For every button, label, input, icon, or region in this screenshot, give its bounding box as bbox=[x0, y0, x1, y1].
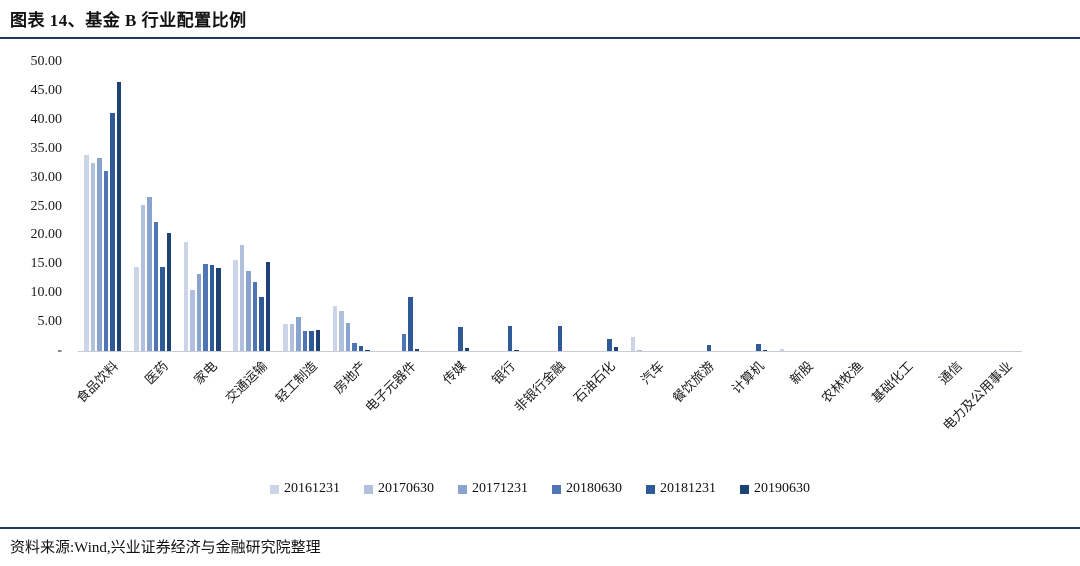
bar-20171231 bbox=[196, 273, 202, 351]
bar-20170630 bbox=[140, 205, 146, 351]
bar-20190630 bbox=[216, 268, 221, 351]
source-note: 资料来源:Wind,兴业证券经济与金融研究院整理 bbox=[10, 540, 321, 556]
bar-20170630 bbox=[339, 311, 344, 351]
bar-20161231 bbox=[283, 323, 288, 351]
bar-20161231 bbox=[332, 305, 338, 351]
legend-label: 20180630 bbox=[566, 481, 622, 496]
bar-20190630 bbox=[365, 349, 370, 351]
legend-swatch bbox=[364, 484, 373, 494]
legend-swatch bbox=[458, 484, 467, 494]
bar-20161231 bbox=[183, 242, 189, 351]
legend-swatch bbox=[740, 484, 749, 494]
y-axis-tick-label: 15.00 bbox=[30, 256, 63, 272]
bar-20180630 bbox=[352, 343, 357, 351]
bar-20181231 bbox=[408, 297, 413, 351]
bar-20161231 bbox=[84, 155, 89, 351]
bottom-divider bbox=[0, 527, 1080, 529]
legend-item-20180630: 20180630 bbox=[552, 481, 622, 497]
x-axis-line bbox=[78, 351, 1022, 352]
y-axis-tick-label: 20.00 bbox=[30, 227, 63, 243]
bar-20181231 bbox=[110, 112, 115, 351]
legend-item-20161231: 20161231 bbox=[270, 481, 340, 497]
bar-20190630 bbox=[315, 330, 321, 351]
legend-label: 20181231 bbox=[660, 481, 716, 496]
bar-20181231 bbox=[358, 345, 364, 351]
figure-title: 图表 14、基金 B 行业配置比例 bbox=[10, 11, 247, 30]
bar-20171231 bbox=[296, 317, 301, 351]
legend-label: 20161231 bbox=[284, 481, 340, 496]
legend-item-20171231: 20171231 bbox=[458, 481, 528, 497]
bar-20190630 bbox=[116, 81, 122, 351]
y-axis-tick-label: 35.00 bbox=[30, 140, 63, 156]
bar-20181231 bbox=[259, 297, 264, 351]
bar-20161231 bbox=[779, 349, 785, 351]
legend-label: 20171231 bbox=[472, 481, 528, 496]
bar-20170630 bbox=[190, 289, 195, 351]
bar-20181231 bbox=[557, 326, 562, 351]
bar-20190630 bbox=[613, 346, 619, 351]
legend-swatch bbox=[646, 484, 655, 494]
y-axis-tick-label: 40.00 bbox=[30, 111, 63, 127]
y-axis-tick-label: 30.00 bbox=[30, 169, 63, 185]
bar-20171231 bbox=[147, 196, 152, 351]
y-axis-tick-label: 10.00 bbox=[30, 285, 63, 301]
bar-20180630 bbox=[302, 330, 308, 351]
bar-20190630 bbox=[464, 348, 470, 351]
legend-item-20170630: 20170630 bbox=[364, 481, 434, 497]
bar-20170630 bbox=[90, 163, 96, 351]
legend-label: 20190630 bbox=[754, 481, 810, 496]
bar-20181231 bbox=[607, 339, 612, 351]
bar-20181231 bbox=[756, 344, 761, 351]
bar-20180630 bbox=[203, 263, 208, 351]
legend-label: 20170630 bbox=[378, 481, 434, 496]
bar-20180630 bbox=[153, 222, 159, 351]
bar-20161231 bbox=[233, 259, 238, 351]
chart-legend: 20161231 20170630 20171231 20180630 20181231… bbox=[0, 481, 1080, 497]
bar-20171231 bbox=[246, 270, 251, 351]
bar-20161231 bbox=[134, 267, 139, 351]
bar-20181231 bbox=[309, 330, 314, 351]
y-axis-tick-label: 25.00 bbox=[30, 198, 63, 214]
bar-20181231 bbox=[507, 326, 513, 351]
legend-item-20190630: 20190630 bbox=[740, 481, 810, 497]
bar-20170630 bbox=[289, 323, 295, 351]
bar-20190630 bbox=[265, 261, 271, 351]
y-axis-tick-label: 5.00 bbox=[37, 314, 63, 330]
y-axis-tick-label: - bbox=[57, 343, 62, 358]
y-axis-tick-label: 45.00 bbox=[30, 82, 63, 98]
bar-20190630 bbox=[514, 349, 519, 351]
bar-20190630 bbox=[166, 233, 172, 351]
y-axis-tick-label: 50.00 bbox=[30, 54, 63, 69]
legend-item-20181231: 20181231 bbox=[646, 481, 716, 497]
bar-20170630 bbox=[239, 244, 245, 351]
bar-20181231 bbox=[209, 264, 215, 351]
bar-20181231 bbox=[160, 266, 165, 351]
bar-20161231 bbox=[630, 336, 636, 351]
legend-swatch bbox=[270, 484, 279, 494]
bar-20181231 bbox=[458, 326, 463, 351]
bar-20181231 bbox=[706, 345, 712, 351]
bar-chart: - 5.00 10.00 15.00 20.00 25.00 30.00 35.00 40.00… bbox=[30, 54, 1022, 433]
top-divider bbox=[0, 37, 1080, 39]
bar-20180630 bbox=[401, 334, 407, 351]
bar-20180630 bbox=[103, 171, 109, 351]
bar-20190630 bbox=[762, 349, 768, 351]
bar-20171231 bbox=[97, 157, 102, 351]
bar-20190630 bbox=[414, 348, 420, 351]
bar-20171231 bbox=[345, 323, 351, 351]
legend-swatch bbox=[552, 484, 561, 494]
bar-20180630 bbox=[252, 282, 258, 351]
bar-20170630 bbox=[637, 349, 642, 351]
